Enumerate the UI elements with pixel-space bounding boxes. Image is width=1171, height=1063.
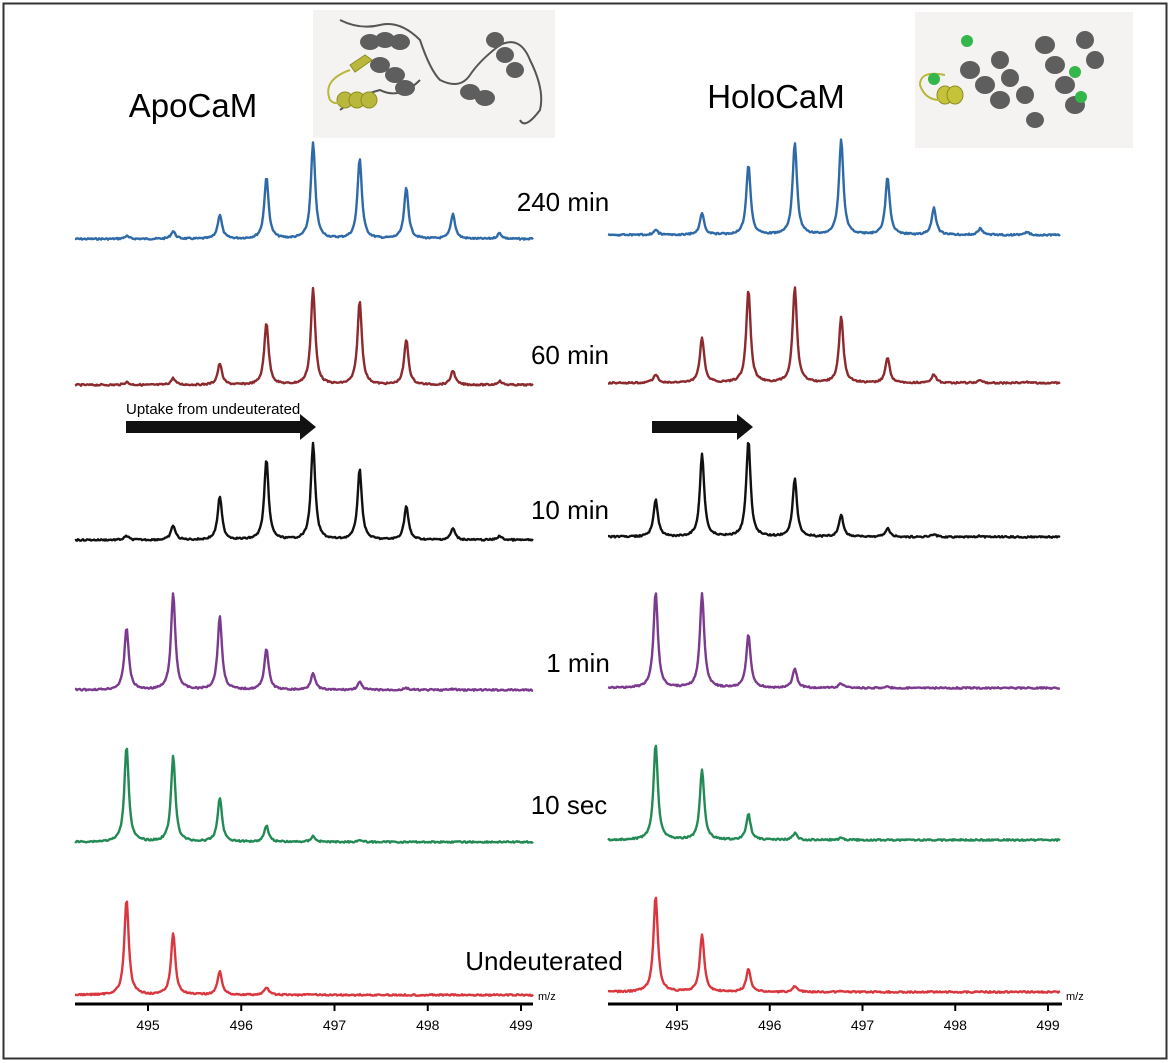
spectrum-holocam-60-min: [607, 286, 1061, 385]
uptake-arrow-apo: [126, 414, 316, 440]
spectrum-holocam-10-min: [607, 442, 1061, 539]
x-tick-label: 495: [665, 1017, 689, 1033]
panel-title-apo: ApoCaM: [129, 87, 257, 124]
x-axis-holo: 495 496 497 498 499 m/z: [608, 991, 1084, 1033]
x-tick-label: 496: [758, 1017, 782, 1033]
time-label: 10 min: [531, 495, 609, 525]
spectra: [74, 138, 1061, 997]
spectrum-holocam-240-min: [607, 138, 1061, 237]
spectrum-holocam-10-sec: [607, 744, 1061, 842]
time-label: 1 min: [546, 648, 610, 678]
holo-structure-image: [915, 12, 1133, 148]
time-label: 240 min: [517, 187, 610, 217]
spectrum-apocam-1-min: [74, 592, 534, 692]
spectrum-apocam-60-min: [74, 286, 534, 387]
spectrum-apocam-10-min: [74, 441, 534, 542]
spectrum-holocam-undeuterated: [607, 896, 1061, 994]
time-label: 10 sec: [531, 790, 608, 820]
uptake-arrow-holo: [652, 414, 753, 440]
apo-structure-image: [313, 10, 555, 138]
x-tick-label: 497: [851, 1017, 875, 1033]
panel-title-holo: HoloCaM: [707, 78, 845, 115]
spectrum-holocam-1-min: [607, 592, 1061, 690]
x-tick-label: 499: [1036, 1017, 1060, 1033]
x-axis-apo: 495 496 497 498 499 m/z: [75, 991, 556, 1033]
x-axis-label: m/z: [538, 991, 556, 1003]
x-tick-label: 495: [136, 1017, 160, 1033]
x-tick-label: 499: [509, 1017, 533, 1033]
x-axis-label: m/z: [1066, 991, 1084, 1003]
spectrum-apocam-10-sec: [74, 747, 534, 844]
spectrum-apocam-undeuterated: [74, 900, 534, 997]
time-labels: 240 min 60 min 10 min 1 min 10 sec Undeu…: [465, 187, 623, 976]
uptake-annotation: Uptake from undeuterated: [126, 401, 300, 418]
x-tick-label: 498: [944, 1017, 968, 1033]
time-label: 60 min: [531, 340, 609, 370]
x-tick-label: 498: [416, 1017, 440, 1033]
x-tick-label: 496: [230, 1017, 254, 1033]
spectrum-apocam-240-min: [74, 141, 534, 241]
x-tick-label: 497: [323, 1017, 347, 1033]
time-label: Undeuterated: [465, 946, 623, 976]
